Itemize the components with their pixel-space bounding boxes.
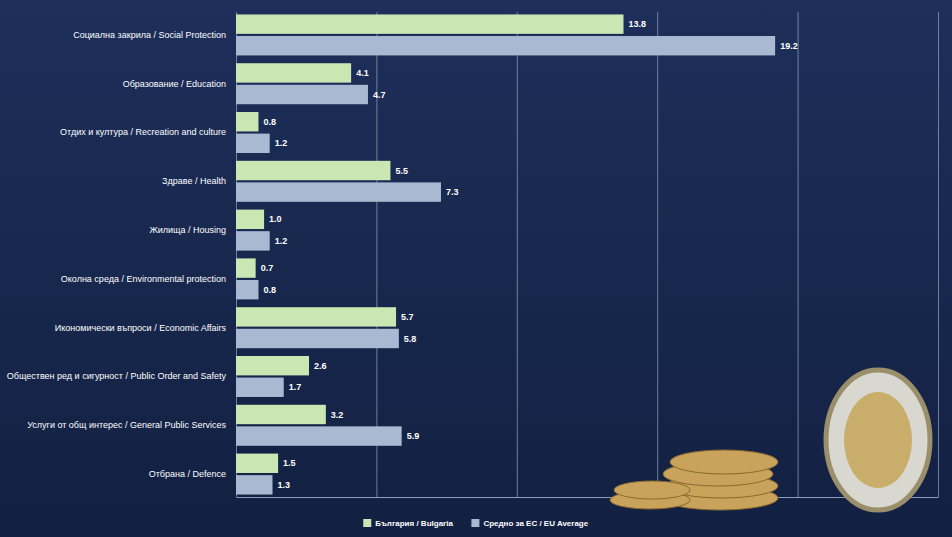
data-label: 13.8 xyxy=(629,19,647,29)
category-label: Отдих и култура / Recreation and culture xyxy=(60,127,226,137)
y-tick: Отбрана / Defence xyxy=(149,469,226,479)
data-label: 1.2 xyxy=(275,138,288,148)
data-label: 5.7 xyxy=(401,312,414,322)
bar xyxy=(236,454,278,473)
data-label: 0.7 xyxy=(261,263,274,273)
grid-line xyxy=(938,12,939,497)
x-tick xyxy=(938,12,939,497)
bar xyxy=(236,280,258,299)
chart-container: 13.8 4.1 0.8 5.5 1.0 0.7 5.7 2.6 3.2 1.5 19.2 4.7 1.… xyxy=(0,0,952,537)
data-label: 1.7 xyxy=(289,382,302,392)
x-axis-line xyxy=(237,497,939,498)
category-label: Жилища / Housing xyxy=(149,225,226,235)
data-label: 0.8 xyxy=(263,285,276,295)
bar xyxy=(236,405,326,424)
data-label: 1.2 xyxy=(275,236,288,246)
category-label: Услуги от общ интерес / General Public S… xyxy=(27,420,226,430)
bar xyxy=(236,426,402,445)
category-label: Здраве / Health xyxy=(162,176,226,186)
category-label: Образование / Education xyxy=(123,79,226,89)
bar xyxy=(236,63,351,82)
data-label: 4.7 xyxy=(373,90,386,100)
category-label: Обществен ред и сигурност / Public Order… xyxy=(7,371,227,381)
y-tick: Отдих и култура / Recreation and culture xyxy=(60,127,226,137)
bar xyxy=(236,14,624,33)
bar xyxy=(236,356,309,375)
y-axis: Социална закрила / Social Protection Обра… xyxy=(7,30,227,479)
data-labels: 13.8 4.1 0.8 5.5 1.0 0.7 5.7 2.6 3.2 1.5 19.2 4.7 1.… xyxy=(261,19,798,490)
data-label: 1.5 xyxy=(283,458,296,468)
coins-decoration xyxy=(610,370,930,510)
bar xyxy=(236,161,390,180)
bar xyxy=(236,85,368,104)
coin xyxy=(670,450,778,474)
coin xyxy=(826,370,930,510)
grid-line xyxy=(798,12,799,497)
data-label: 7.3 xyxy=(446,187,459,197)
legend-swatch xyxy=(471,519,479,527)
category-label: Социална закрила / Social Protection xyxy=(73,30,226,40)
data-label: 5.9 xyxy=(407,431,420,441)
legend: България / Bulgaria Средно за ЕС / EU Ave… xyxy=(363,519,588,528)
data-label: 3.2 xyxy=(331,410,344,420)
bar xyxy=(236,475,273,494)
y-tick: Икономически въпроси / Economic Affairs xyxy=(55,323,227,333)
data-label: 19.2 xyxy=(780,41,798,51)
grid-line xyxy=(517,12,518,497)
bar xyxy=(236,378,284,397)
bar xyxy=(236,112,258,131)
data-label: 0.8 xyxy=(263,117,276,127)
data-label: 5.8 xyxy=(404,334,417,344)
y-tick: Социална закрила / Social Protection xyxy=(73,30,226,40)
legend-swatch xyxy=(363,519,371,527)
x-tick xyxy=(657,12,658,497)
category-label: Отбрана / Defence xyxy=(149,469,226,479)
bar xyxy=(236,182,441,201)
bars xyxy=(236,14,775,494)
legend-item: Средно за ЕС / EU Average xyxy=(471,519,588,528)
data-label: 2.6 xyxy=(314,361,327,371)
category-label: Икономически въпроси / Economic Affairs xyxy=(55,323,227,333)
grid-line xyxy=(376,12,377,497)
coin xyxy=(844,392,912,488)
y-tick: Жилища / Housing xyxy=(149,225,226,235)
bar xyxy=(236,307,396,326)
grid-line xyxy=(657,12,658,497)
bar xyxy=(236,134,270,153)
x-tick xyxy=(376,12,377,497)
bar xyxy=(236,36,775,55)
y-tick: Услуги от общ интерес / General Public S… xyxy=(27,420,226,430)
y-tick: Околна среда / Environmental protection xyxy=(61,274,226,284)
bar xyxy=(236,210,264,229)
x-tick xyxy=(236,12,237,497)
category-label: Околна среда / Environmental protection xyxy=(61,274,226,284)
bar xyxy=(236,258,256,277)
data-label: 1.3 xyxy=(278,480,291,490)
data-label: 5.5 xyxy=(395,166,408,176)
legend-label: Средно за ЕС / EU Average xyxy=(483,519,588,528)
data-label: 4.1 xyxy=(356,68,369,78)
x-tick xyxy=(517,12,518,497)
bar xyxy=(236,329,399,348)
legend-item: България / Bulgaria xyxy=(363,519,453,528)
y-tick: Здраве / Health xyxy=(162,176,226,186)
background xyxy=(0,0,952,537)
grid-line xyxy=(236,12,237,497)
data-label: 1.0 xyxy=(269,214,282,224)
y-tick: Обществен ред и сигурност / Public Order… xyxy=(7,371,227,381)
y-tick: Образование / Education xyxy=(123,79,226,89)
chart-svg: 13.8 4.1 0.8 5.5 1.0 0.7 5.7 2.6 3.2 1.5 19.2 4.7 1.… xyxy=(0,0,952,537)
legend-label: България / Bulgaria xyxy=(375,519,453,528)
coin xyxy=(614,481,690,499)
x-tick xyxy=(798,12,799,497)
bar xyxy=(236,231,270,250)
